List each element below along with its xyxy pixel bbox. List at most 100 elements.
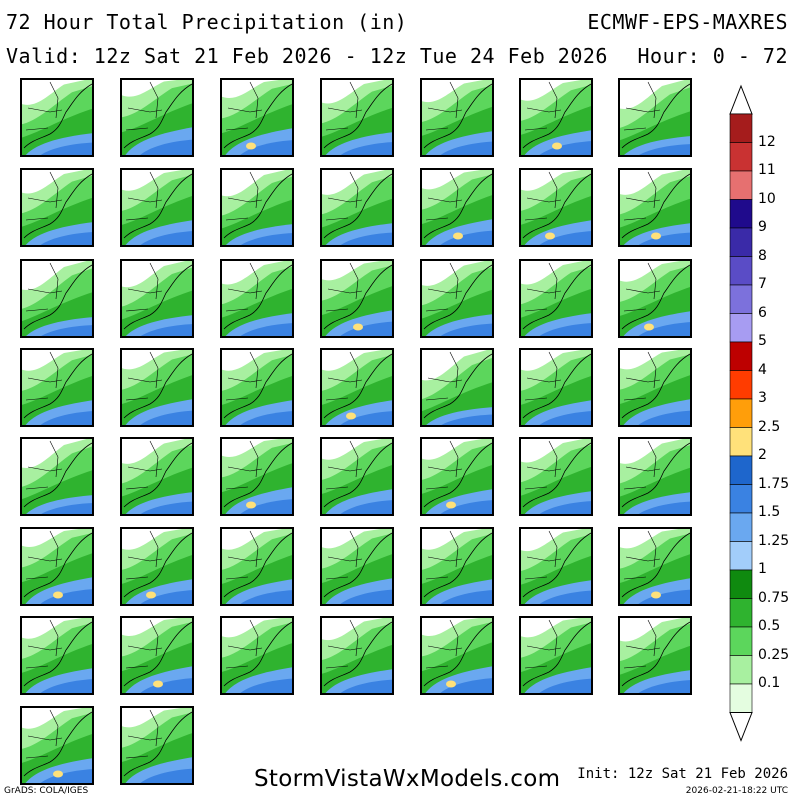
member-precip-map bbox=[618, 78, 692, 157]
legend-bottom-arrow bbox=[729, 712, 753, 742]
legend-label: 0.75 bbox=[758, 589, 790, 606]
ensemble-member-panel bbox=[120, 616, 194, 695]
ensemble-member-panel bbox=[618, 348, 692, 427]
member-precip-map bbox=[618, 437, 692, 516]
ensemble-member-panel bbox=[320, 437, 394, 516]
ensemble-member-panel bbox=[420, 78, 494, 157]
legend-label: 2 bbox=[758, 447, 767, 463]
legend-label: 1.5 bbox=[758, 504, 781, 520]
member-precip-map bbox=[320, 527, 394, 606]
precip-color-legend: 12 11 10 9 8 7 6 5 4 3 2.5 2 1.75 1.5 1.25 1 0.75 0.5 0.25… bbox=[722, 84, 800, 760]
legend-label: 12 bbox=[758, 133, 776, 150]
legend-label: 1.25 bbox=[758, 532, 790, 549]
ensemble-member-panel bbox=[420, 437, 494, 516]
legend-swatch bbox=[729, 170, 753, 200]
legend-swatch bbox=[729, 569, 753, 599]
ensemble-member-panel bbox=[519, 78, 593, 157]
member-precip-map bbox=[519, 437, 593, 516]
ensemble-member-panel bbox=[320, 616, 394, 695]
member-precip-map bbox=[420, 348, 494, 427]
ensemble-member-panel bbox=[120, 78, 194, 157]
member-precip-map bbox=[120, 78, 194, 157]
member-precip-map bbox=[618, 527, 692, 606]
legend-swatch bbox=[729, 598, 753, 628]
ensemble-member-panel bbox=[519, 527, 593, 606]
member-precip-map bbox=[519, 78, 593, 157]
legend-swatch bbox=[729, 113, 753, 143]
member-precip-map bbox=[20, 259, 94, 338]
member-precip-map bbox=[20, 706, 94, 785]
legend-swatch bbox=[729, 655, 753, 685]
legend-label: 1 bbox=[758, 561, 767, 577]
ensemble-member-panel bbox=[20, 348, 94, 427]
ensemble-member-panel bbox=[519, 437, 593, 516]
legend-label: 5 bbox=[758, 333, 767, 349]
ensemble-member-panel bbox=[20, 706, 94, 785]
legend-swatch bbox=[729, 199, 753, 229]
ensemble-member-panel bbox=[618, 168, 692, 247]
ensemble-member-panel bbox=[618, 616, 692, 695]
ensemble-member-panel bbox=[420, 527, 494, 606]
map-title: 72 Hour Total Precipitation (in) bbox=[6, 10, 408, 34]
legend-swatch bbox=[729, 427, 753, 457]
legend-swatch bbox=[729, 370, 753, 400]
ensemble-member-panel bbox=[220, 78, 294, 157]
legend-label: 10 bbox=[758, 190, 776, 207]
legend-label: 11 bbox=[758, 162, 776, 178]
member-precip-map bbox=[519, 168, 593, 247]
legend-label: 0.5 bbox=[758, 618, 781, 634]
member-precip-map bbox=[20, 168, 94, 247]
member-precip-map bbox=[618, 259, 692, 338]
ensemble-member-panel bbox=[120, 348, 194, 427]
member-precip-map bbox=[220, 527, 294, 606]
ensemble-member-panel bbox=[420, 348, 494, 427]
ensemble-member-panel bbox=[618, 259, 692, 338]
ensemble-member-panel bbox=[320, 78, 394, 157]
ensemble-member-panel bbox=[519, 259, 593, 338]
legend-swatch bbox=[729, 541, 753, 571]
member-precip-map bbox=[120, 706, 194, 785]
ensemble-member-panel bbox=[220, 259, 294, 338]
ensemble-member-panel bbox=[220, 437, 294, 516]
legend-swatch bbox=[729, 284, 753, 314]
legend-swatch bbox=[729, 313, 753, 343]
member-precip-map bbox=[420, 527, 494, 606]
member-precip-map bbox=[320, 437, 394, 516]
ensemble-member-panel bbox=[320, 348, 394, 427]
ensemble-member-panel bbox=[20, 78, 94, 157]
grads-credit: GrADS: COLA/IGES bbox=[4, 786, 89, 796]
model-name: ECMWF-EPS-MAXRES bbox=[587, 10, 788, 34]
member-precip-map bbox=[320, 348, 394, 427]
member-precip-map bbox=[519, 348, 593, 427]
ensemble-member-panel bbox=[20, 527, 94, 606]
member-precip-map bbox=[320, 259, 394, 338]
member-precip-map bbox=[618, 348, 692, 427]
ensemble-member-panel bbox=[120, 259, 194, 338]
legend-label: 1.75 bbox=[758, 475, 790, 492]
legend-swatch bbox=[729, 256, 753, 286]
member-precip-map bbox=[120, 527, 194, 606]
ensemble-member-panel bbox=[120, 168, 194, 247]
legend-swatch bbox=[729, 683, 753, 713]
generated-timestamp: 2026-02-21-18:22 UTC bbox=[685, 786, 788, 796]
member-precip-map bbox=[220, 168, 294, 247]
ensemble-member-panel bbox=[220, 348, 294, 427]
ensemble-member-panel bbox=[618, 78, 692, 157]
legend-swatch bbox=[729, 341, 753, 371]
init-time: Init: 12z Sat 21 Feb 2026 bbox=[577, 766, 788, 782]
ensemble-member-panel bbox=[618, 527, 692, 606]
member-precip-map bbox=[120, 437, 194, 516]
valid-period: Valid: 12z Sat 21 Feb 2026 - 12z Tue 24 … bbox=[6, 44, 608, 68]
legend-swatch bbox=[729, 398, 753, 428]
ensemble-member-panel bbox=[220, 616, 294, 695]
member-precip-map bbox=[519, 527, 593, 606]
legend-swatch bbox=[729, 455, 753, 485]
legend-swatch bbox=[729, 626, 753, 656]
ensemble-member-panel bbox=[420, 259, 494, 338]
ensemble-member-panel bbox=[220, 168, 294, 247]
legend-label: 0.25 bbox=[758, 646, 790, 663]
member-precip-map bbox=[519, 259, 593, 338]
member-precip-map bbox=[618, 616, 692, 695]
legend-swatch bbox=[729, 512, 753, 542]
